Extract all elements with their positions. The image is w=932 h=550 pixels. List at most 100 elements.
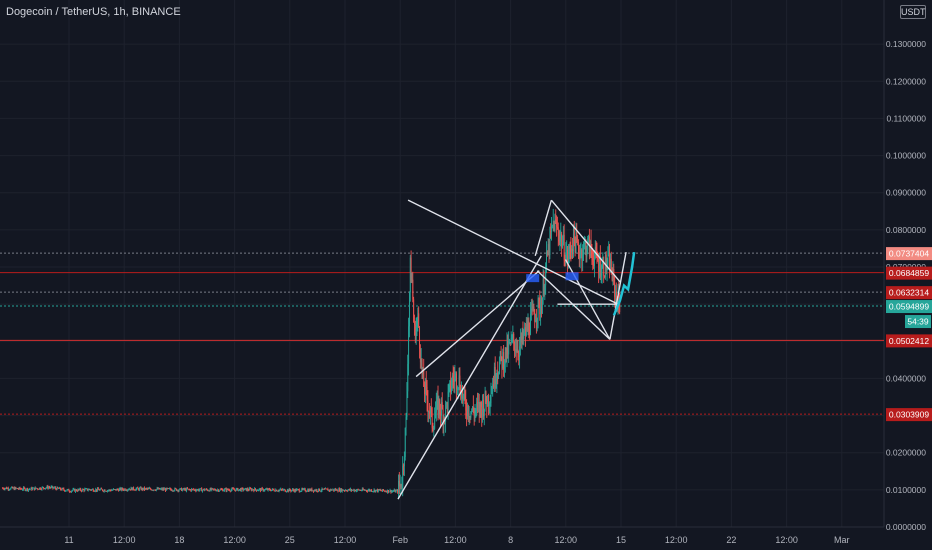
candle-body — [578, 251, 580, 260]
candle-body — [140, 487, 142, 490]
candle-body — [399, 483, 401, 487]
candle-body — [336, 489, 338, 492]
candle-body — [70, 491, 72, 493]
pattern-marker[interactable] — [526, 274, 540, 283]
candle-body — [345, 490, 347, 492]
candle-body — [141, 488, 143, 490]
x-tick-label: 12:00 — [223, 535, 246, 545]
candle-body — [333, 489, 335, 491]
candle-body — [591, 250, 593, 254]
candle-body — [104, 489, 106, 492]
trend-line[interactable] — [609, 252, 627, 340]
projection-path[interactable] — [612, 251, 636, 316]
x-axis[interactable]: 11 12:00 18 12:00 25 12:00 Feb 12:00 8 12:00 15 12:… — [64, 535, 849, 545]
candle-body — [81, 489, 83, 492]
candle-body — [280, 489, 282, 490]
candle-body — [563, 234, 565, 261]
candle-body — [565, 253, 567, 263]
candle-body — [314, 489, 316, 491]
candle-body — [382, 489, 384, 491]
candle-body — [499, 361, 500, 374]
candle-body — [226, 488, 228, 491]
candle-body — [16, 488, 18, 489]
candle-body — [47, 486, 49, 489]
candle-body — [148, 488, 150, 490]
candle-body — [363, 489, 365, 491]
candle-body — [419, 326, 421, 349]
candle-body — [205, 489, 207, 490]
candle-body — [135, 488, 137, 491]
chart-title: Dogecoin / TetherUS, 1h, BINANCE — [6, 6, 181, 18]
pattern-marker[interactable] — [565, 272, 579, 281]
candle-body — [460, 391, 462, 399]
candle-body — [520, 336, 522, 343]
trend-line[interactable] — [415, 270, 540, 378]
trend-line[interactable] — [536, 270, 611, 340]
candle-body — [580, 249, 582, 255]
trend-line[interactable] — [550, 199, 621, 283]
trend-line[interactable] — [407, 199, 619, 305]
candle-body — [171, 490, 173, 492]
candle-body — [420, 358, 422, 363]
candle-body — [282, 489, 283, 491]
candle-body — [454, 375, 456, 383]
candle-body — [559, 236, 561, 242]
candle-body — [271, 488, 273, 490]
candle-body — [407, 363, 409, 392]
candle-body — [86, 488, 87, 490]
candle-body — [101, 488, 103, 490]
drawings[interactable] — [397, 199, 627, 500]
candle-body — [297, 489, 299, 491]
candle-body — [86, 488, 88, 491]
candle-body — [530, 308, 532, 314]
trend-line[interactable] — [397, 255, 542, 500]
y-tick-label: 0.0400000 — [886, 373, 926, 383]
candle-body — [308, 489, 310, 492]
candle-body — [576, 232, 578, 241]
candle-body — [477, 402, 479, 404]
candle-body — [590, 240, 592, 251]
candle-body — [34, 487, 36, 490]
candle-body — [221, 489, 223, 491]
candle-body — [428, 411, 430, 413]
candle-body — [60, 489, 62, 491]
candle-body — [583, 243, 585, 255]
candle-body — [276, 489, 278, 492]
candle-body — [463, 390, 465, 395]
price-label-text: 0.0303909 — [889, 410, 929, 420]
candle-body — [14, 487, 16, 490]
candle-body — [475, 409, 477, 411]
y-tick-label: 0.1200000 — [886, 76, 926, 86]
candle-body — [111, 490, 113, 491]
candle-body — [143, 487, 145, 490]
candle-body — [74, 489, 76, 492]
candle-body — [476, 402, 478, 410]
candle-body — [542, 279, 544, 299]
candle-body — [155, 490, 156, 491]
candle-body — [328, 489, 330, 491]
candle-body — [353, 489, 355, 492]
currency-button[interactable]: USDT — [900, 5, 926, 19]
trend-line[interactable] — [534, 199, 553, 257]
candle-body — [113, 489, 115, 490]
candle-body — [469, 416, 471, 418]
candle-body — [468, 416, 470, 417]
candle-body — [509, 342, 510, 343]
candle-body — [551, 225, 553, 226]
candle-body — [28, 489, 29, 491]
candle-body — [409, 257, 411, 293]
candle-body — [9, 489, 11, 491]
price-label-text: 0.0502412 — [889, 336, 929, 346]
x-tick-label: 12:00 — [665, 535, 688, 545]
candle-body — [473, 411, 475, 417]
candle-body — [137, 487, 139, 489]
price-label: 0.0502412 — [886, 334, 932, 348]
candle-body — [518, 354, 520, 358]
candle-body — [102, 490, 104, 492]
y-tick-label: 0.0900000 — [886, 188, 926, 198]
candle-body — [50, 486, 52, 488]
candle-body — [210, 488, 212, 490]
candle-body — [318, 488, 320, 492]
candle-body — [358, 489, 360, 491]
